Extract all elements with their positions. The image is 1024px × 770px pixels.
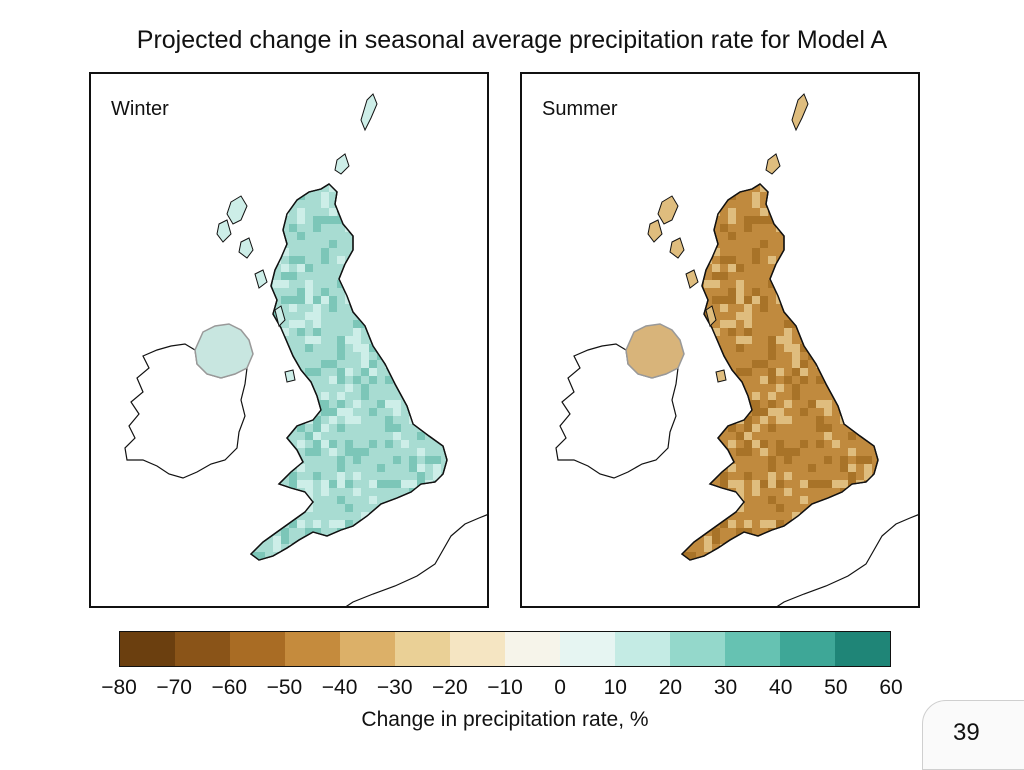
colorbar-segment xyxy=(230,632,285,666)
colorbar-label: Change in precipitation rate, % xyxy=(361,708,649,731)
island xyxy=(334,153,350,175)
island xyxy=(647,219,663,243)
northern-ireland-region xyxy=(625,323,685,379)
island xyxy=(216,219,232,243)
colorbar-tick-label: −20 xyxy=(432,676,468,699)
page-number: 39 xyxy=(953,719,980,746)
colorbar-tick-label: −40 xyxy=(321,676,358,699)
colorbar xyxy=(119,631,891,667)
colorbar-tick-label: −10 xyxy=(487,676,523,699)
colorbar-tick-label: −80 xyxy=(101,676,137,699)
island xyxy=(715,369,727,383)
colorbar-segment xyxy=(395,632,450,666)
island xyxy=(657,195,679,225)
colorbar-tick-label: 40 xyxy=(769,676,793,699)
colorbar-tick-label: −60 xyxy=(211,676,248,699)
island xyxy=(226,195,248,225)
map-panel-summer: Summer xyxy=(520,72,920,608)
colorbar-segment xyxy=(450,632,505,666)
colorbar-segment xyxy=(560,632,615,666)
colorbar-tick-label: −70 xyxy=(156,676,192,699)
ireland-outline xyxy=(555,343,679,479)
great-britain-coastline xyxy=(249,183,448,561)
great-britain-coastline xyxy=(680,183,879,561)
island xyxy=(765,153,781,175)
island xyxy=(669,237,685,259)
ireland-outline xyxy=(124,343,248,479)
colorbar-segment xyxy=(615,632,670,666)
colorbar-segment xyxy=(670,632,725,666)
colorbar-tick-label: 50 xyxy=(824,676,848,699)
colorbar-segment xyxy=(725,632,780,666)
colorbar-tick-label: −30 xyxy=(376,676,413,699)
island xyxy=(685,269,699,289)
colorbar-segment xyxy=(780,632,835,666)
figure-title: Projected change in seasonal average pre… xyxy=(136,26,888,54)
colorbar-tick-label: 30 xyxy=(713,676,738,699)
colorbar-tick-label: 60 xyxy=(879,676,903,699)
colorbar-segment xyxy=(505,632,560,666)
colorbar-tick-label: −50 xyxy=(266,676,303,699)
uk-map-summer xyxy=(555,93,918,606)
europe-coast-outline xyxy=(776,514,918,606)
colorbar-segment xyxy=(120,632,175,666)
island xyxy=(274,305,286,327)
colorbar-tick-label: 20 xyxy=(658,676,683,699)
island xyxy=(705,305,717,327)
colorbar-segment xyxy=(340,632,395,666)
europe-coast-outline xyxy=(345,514,487,606)
island xyxy=(254,269,268,289)
panel-label-winter: Winter xyxy=(111,98,169,120)
uk-map-winter xyxy=(124,93,487,606)
island xyxy=(791,93,809,132)
panel-label-summer: Summer xyxy=(542,98,618,120)
colorbar-segment xyxy=(175,632,230,666)
map-panel-winter: Winter xyxy=(89,72,489,608)
island xyxy=(284,369,296,383)
colorbar-tick-label: 0 xyxy=(554,676,566,699)
colorbar-segment xyxy=(835,632,890,666)
page-number-badge: 39 xyxy=(922,700,1024,770)
northern-ireland-region xyxy=(194,323,254,379)
island xyxy=(238,237,254,259)
colorbar-tick-label: 10 xyxy=(603,676,627,699)
island xyxy=(360,93,378,132)
colorbar-segment xyxy=(285,632,340,666)
